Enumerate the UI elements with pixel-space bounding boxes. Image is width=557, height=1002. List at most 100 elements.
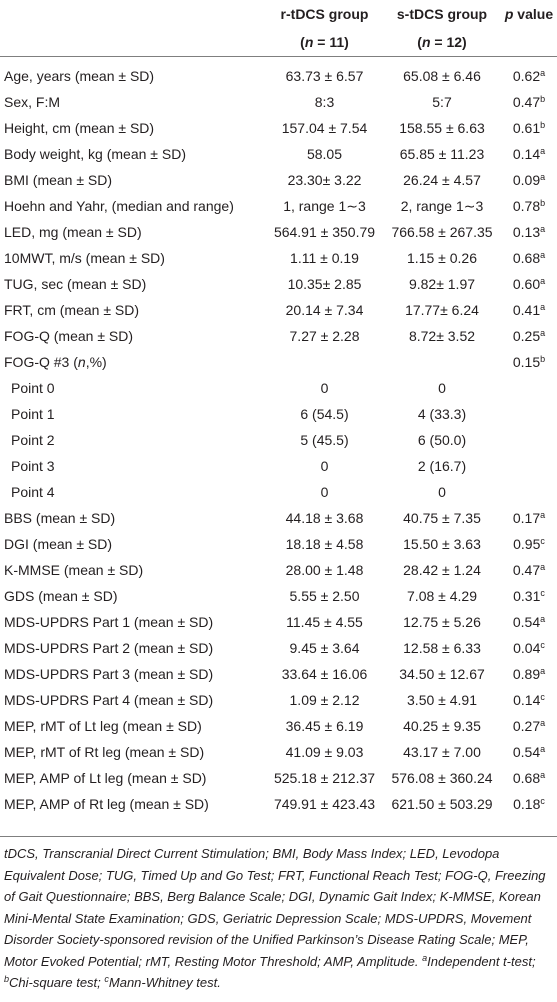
row-label-text: Point 2 [11, 432, 55, 448]
cell-r-tdcs: 157.04 ± 7.54 [281, 120, 368, 136]
table-row: DGI (mean ± SD) 18.18 ± 4.58 15.50 ± 3.63 0… [0, 531, 557, 557]
row-label: DGI (mean ± SD) [0, 531, 266, 557]
cell-r-tdcs: 44.18 ± 3.68 [285, 510, 364, 526]
row-label-text: Sex, F:M [4, 94, 61, 110]
cell-s-tdcs: 1.15 ± 0.26 [407, 250, 477, 266]
row-label-text: DGI (mean ± SD) [4, 536, 113, 552]
cell-r-tdcs: 58.05 [306, 146, 343, 162]
row-label: MDS-UPDRS Part 4 (mean ± SD) [0, 687, 266, 713]
p-value-test-marker: a [540, 328, 546, 338]
p-value-test-marker: c [540, 692, 545, 702]
table-footnote: tDCS, Transcranial Direct Current Stimul… [4, 843, 554, 994]
cell-s-tdcs: 576.08 ± 360.24 [391, 770, 493, 786]
header-p-rest: value [513, 6, 554, 22]
p-value-number: 0.14 [512, 146, 541, 162]
row-label: Point 3 [0, 453, 266, 479]
p-value-number: 0.54 [512, 614, 541, 630]
cell-p-value: 0.68a [501, 765, 557, 791]
row-label: FOG-Q #3 (n,%) [0, 349, 266, 375]
p-value-test-marker: a [540, 718, 546, 728]
row-label: MEP, rMT of Rt leg (mean ± SD) [0, 739, 266, 765]
header-s-n-label: n [421, 34, 431, 50]
cell-p-value: 0.17a [501, 505, 557, 531]
p-value-test-marker: a [540, 146, 546, 156]
row-label-text: GDS (mean ± SD) [4, 588, 118, 604]
row-label: LED, mg (mean ± SD) [0, 219, 266, 245]
table-row: MEP, rMT of Lt leg (mean ± SD) 36.45 ± 6.… [0, 713, 557, 739]
table-row: Point 1 6 (54.5) 4 (33.3) [0, 401, 557, 427]
row-label-text: LED, mg (mean ± SD) [4, 224, 142, 240]
cell-s-tdcs: 12.58 ± 6.33 [403, 640, 481, 656]
p-value-test-marker: a [540, 510, 546, 520]
table-row: MDS-UPDRS Part 4 (mean ± SD) 1.09 ± 2.12 3… [0, 687, 557, 713]
row-label-text: Hoehn and Yahr, (median and range) [4, 198, 234, 214]
cell-p-value: 0.13a [501, 219, 557, 245]
row-label-text: MEP, AMP of Lt leg (mean ± SD) [4, 770, 207, 786]
p-value-number: 0.62 [512, 68, 541, 84]
row-label: BMI (mean ± SD) [0, 167, 266, 193]
table-row: MEP, rMT of Rt leg (mean ± SD) 41.09 ± 9.… [0, 739, 557, 765]
row-label: MEP, AMP of Rt leg (mean ± SD) [0, 791, 266, 817]
table-row: Point 3 0 2 (16.7) [0, 453, 557, 479]
p-value-number: 0.78 [512, 198, 541, 214]
row-label-text: MDS-UPDRS Part 2 (mean ± SD) [4, 640, 214, 656]
cell-r-tdcs: 0 [320, 458, 329, 474]
p-value-test-marker: c [540, 588, 545, 598]
table-row: TUG, sec (mean ± SD) 10.35± 2.85 9.82± 1.9… [0, 271, 557, 297]
table-row: MDS-UPDRS Part 1 (mean ± SD) 11.45 ± 4.55… [0, 609, 557, 635]
table-row: Body weight, kg (mean ± SD) 58.05 65.85 ± … [0, 141, 557, 167]
cell-s-tdcs: 2, range 1∼3 [400, 198, 484, 214]
row-label: Point 1 [0, 401, 266, 427]
cell-r-tdcs: 5.55 ± 2.50 [289, 588, 360, 604]
p-value-test-marker: a [540, 302, 546, 312]
p-value-number: 0.47 [512, 94, 541, 110]
cell-s-tdcs: 15.50 ± 3.63 [403, 536, 481, 552]
cell-s-tdcs: 12.75 ± 5.26 [403, 614, 481, 630]
row-label: Sex, F:M [0, 89, 266, 115]
cell-r-tdcs: 18.18 ± 4.58 [285, 536, 364, 552]
footnote-sup-b: b [4, 974, 10, 984]
p-value-number: 0.09 [512, 172, 541, 188]
cell-r-tdcs [266, 349, 383, 375]
cell-s-tdcs: 8.72± 3.52 [408, 328, 476, 344]
footnote-note-b: Chi-square test; [9, 975, 105, 990]
row-label-text: Point 0 [11, 380, 55, 396]
cell-r-tdcs: 20.14 ± 7.34 [285, 302, 364, 318]
cell-p-value [501, 453, 557, 479]
cell-r-tdcs: 63.73 ± 6.57 [285, 68, 364, 84]
cell-s-tdcs: 17.77± 6.24 [405, 302, 479, 318]
cell-r-tdcs: 525.18 ± 212.37 [273, 770, 376, 786]
row-label: 10MWT, m/s (mean ± SD) [0, 245, 266, 271]
cell-p-value [501, 375, 557, 401]
row-label-text: TUG, sec (mean ± SD) [4, 276, 147, 292]
row-label: MEP, AMP of Lt leg (mean ± SD) [0, 765, 266, 791]
row-label: FRT, cm (mean ± SD) [0, 297, 266, 323]
cell-s-tdcs: 7.08 ± 4.29 [407, 588, 477, 604]
p-value-number: 0.41 [512, 302, 541, 318]
p-value-number: 0.68 [512, 250, 541, 266]
cell-s-tdcs: 5:7 [432, 94, 452, 110]
table-row: Point 0 0 0 [0, 375, 557, 401]
p-value-test-marker: c [540, 640, 545, 650]
table-row: Hoehn and Yahr, (median and range) 1, ran… [0, 193, 557, 219]
cell-r-tdcs: 9.45 ± 3.64 [289, 640, 360, 656]
cell-p-value: 0.41a [501, 297, 557, 323]
row-label-text: FOG-Q #3 ( [4, 354, 78, 370]
row-label: MDS-UPDRS Part 1 (mean ± SD) [0, 609, 266, 635]
header-row-2: (n = 11) (n = 12) [0, 28, 557, 57]
cell-s-tdcs: 65.08 ± 6.46 [403, 68, 481, 84]
cell-r-tdcs: 33.64 ± 16.06 [281, 666, 368, 682]
p-value-test-marker: c [540, 536, 545, 546]
cell-p-value: 0.27a [501, 713, 557, 739]
p-value-number: 0.18 [513, 796, 541, 812]
cell-r-tdcs: 1.09 ± 2.12 [289, 692, 360, 708]
cell-s-tdcs: 40.25 ± 9.35 [403, 718, 481, 734]
p-value-test-marker: a [540, 744, 546, 754]
cell-r-tdcs: 0 [320, 380, 329, 396]
cell-s-tdcs: 26.24 ± 4.57 [403, 172, 481, 188]
cell-s-tdcs: 40.75 ± 7.35 [403, 510, 481, 526]
table-header: r-tDCS group s-tDCS group p value (n = 1… [0, 0, 557, 57]
cell-r-tdcs: 8:3 [314, 94, 335, 110]
row-label: MDS-UPDRS Part 2 (mean ± SD) [0, 635, 266, 661]
p-value-test-marker: a [540, 770, 546, 780]
